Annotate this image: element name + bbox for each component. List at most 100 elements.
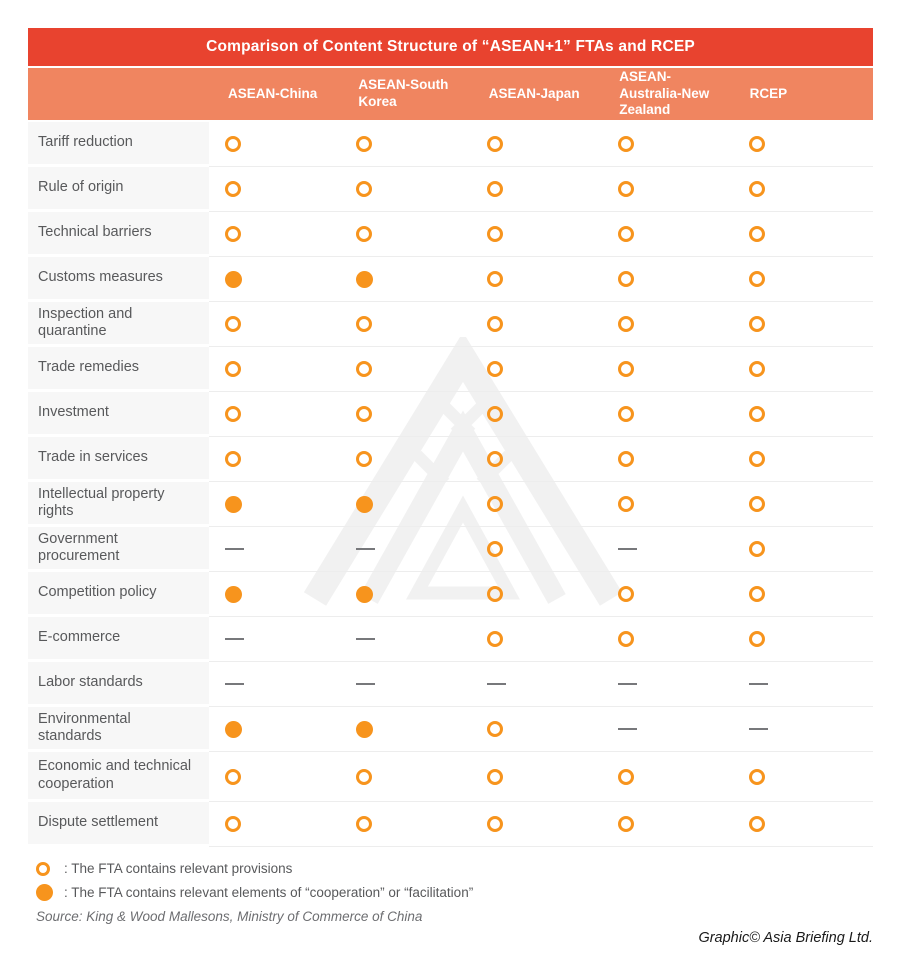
dash-icon	[749, 683, 768, 685]
open-circle-icon	[487, 271, 503, 287]
table-cell	[602, 122, 733, 166]
open-circle-icon	[356, 816, 372, 832]
table-cell	[209, 527, 340, 571]
row-cells	[209, 617, 873, 662]
row-cells	[209, 707, 873, 752]
graphic-credit: Graphic© Asia Briefing Ltd.	[698, 930, 873, 946]
open-circle-icon	[225, 816, 241, 832]
column-header-4: ASEAN-Australia-New Zealand	[619, 68, 710, 118]
table-cell	[209, 802, 340, 846]
open-circle-icon	[487, 768, 503, 785]
filled-circle-icon	[225, 495, 242, 513]
dash-icon	[225, 683, 244, 685]
dash-icon	[356, 548, 375, 550]
legend-line-filled: : The FTA contains relevant elements of …	[36, 884, 873, 901]
dash-icon	[618, 728, 637, 730]
open-circle-icon	[618, 136, 634, 152]
table-title: Comparison of Content Structure of “ASEA…	[206, 38, 695, 55]
column-header-1: ASEAN-China	[227, 85, 318, 101]
open-circle-icon	[487, 496, 503, 512]
table-cell	[209, 257, 340, 301]
row-label: Government procurement	[28, 527, 209, 569]
open-circle-icon	[618, 316, 634, 332]
dash-icon	[618, 548, 637, 550]
open-circle-icon	[618, 406, 634, 422]
table-cell	[602, 707, 733, 751]
table-cell	[340, 257, 471, 301]
table-cell	[602, 302, 733, 346]
open-circle-icon	[225, 451, 241, 467]
open-circle-icon	[618, 586, 634, 602]
table-cell	[602, 347, 733, 391]
open-circle-icon	[618, 816, 634, 832]
open-circle-icon	[618, 768, 634, 785]
table-cell	[209, 707, 340, 751]
open-circle-icon	[225, 406, 241, 422]
table-row: Inspection and quarantine	[28, 302, 873, 347]
table-cell	[209, 122, 340, 166]
table-cell	[602, 527, 733, 571]
table-cell	[471, 392, 602, 436]
table-cell	[209, 392, 340, 436]
table-cell	[340, 572, 471, 616]
open-circle-icon	[618, 631, 634, 647]
table-row: Trade in services	[28, 437, 873, 482]
table-cell	[209, 212, 340, 256]
table-cell	[733, 752, 873, 801]
open-circle-icon	[487, 631, 503, 647]
open-circle-icon	[487, 406, 503, 422]
row-cells	[209, 572, 873, 617]
open-circle-icon	[356, 768, 372, 785]
table-cell	[471, 302, 602, 346]
table-cell	[733, 707, 873, 751]
filled-circle-icon	[356, 270, 373, 288]
table-cell	[209, 167, 340, 211]
open-circle-icon	[36, 861, 50, 876]
open-circle-icon	[225, 316, 241, 332]
asia-briefing-logo-watermark	[293, 332, 633, 614]
table-cell	[340, 617, 471, 661]
table-cell	[340, 482, 471, 526]
row-cells	[209, 752, 873, 802]
table-cell	[733, 662, 873, 706]
open-circle-icon	[618, 496, 634, 512]
open-circle-icon	[618, 271, 634, 287]
table-row: Tariff reduction	[28, 122, 873, 167]
table-cell	[602, 617, 733, 661]
row-label: Trade in services	[28, 437, 209, 479]
table-cell	[471, 212, 602, 256]
table-cell	[602, 392, 733, 436]
table-cell	[471, 482, 602, 526]
row-cells	[209, 482, 873, 527]
open-circle-icon	[487, 451, 503, 467]
table-row: Intellectual property rights	[28, 482, 873, 527]
table-cell	[733, 302, 873, 346]
table-cell	[471, 257, 602, 301]
table-row: E-commerce	[28, 617, 873, 662]
table-cell	[340, 752, 471, 801]
table-cell	[471, 122, 602, 166]
open-circle-icon	[618, 226, 634, 242]
table-cell	[602, 437, 733, 481]
legend-line-open: : The FTA contains relevant provisions	[36, 861, 873, 876]
table-cell	[340, 707, 471, 751]
open-circle-icon	[225, 136, 241, 152]
open-circle-icon	[487, 316, 503, 332]
open-circle-icon	[749, 631, 765, 647]
open-circle-icon	[749, 226, 765, 242]
table-cell	[209, 752, 340, 801]
row-cells	[209, 662, 873, 707]
open-circle-icon	[356, 316, 372, 332]
open-circle-icon	[356, 406, 372, 422]
table-row: Trade remedies	[28, 347, 873, 392]
open-circle-icon	[487, 136, 503, 152]
row-label: Tariff reduction	[28, 122, 209, 164]
open-circle-icon	[749, 541, 765, 557]
table-cell	[471, 437, 602, 481]
table-cell	[340, 167, 471, 211]
table-cell	[340, 212, 471, 256]
filled-circle-icon	[225, 585, 242, 603]
table-cell	[733, 437, 873, 481]
filled-circle-icon	[36, 884, 53, 901]
